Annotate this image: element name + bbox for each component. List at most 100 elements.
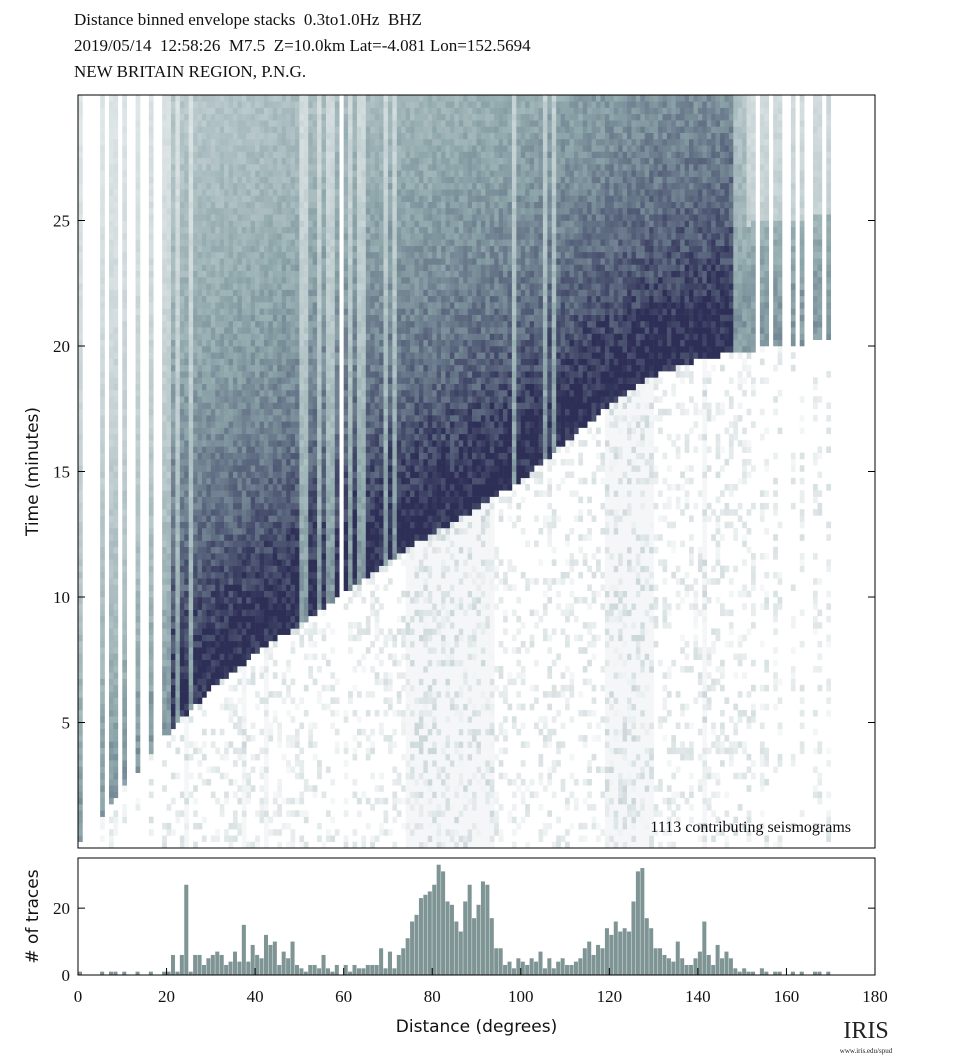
- heatmap-cell: [325, 327, 331, 334]
- heatmap-cell: [170, 182, 176, 190]
- heatmap-cell: [206, 578, 212, 585]
- heatmap-cell: [303, 195, 309, 202]
- heatmap-cell: [162, 264, 167, 271]
- heatmap-cell: [290, 189, 296, 196]
- heatmap-cell: [224, 697, 229, 704]
- heatmap-cell: [215, 421, 220, 428]
- heatmap-cell: [299, 553, 305, 560]
- heatmap-cell: [179, 101, 185, 108]
- heatmap-cell: [122, 120, 128, 127]
- heatmap-cell: [241, 816, 247, 824]
- heatmap-cell: [113, 233, 119, 240]
- heatmap-cell: [352, 735, 358, 742]
- heatmap-cell: [259, 421, 265, 428]
- heatmap-cell: [219, 546, 225, 554]
- heatmap-cell: [188, 220, 194, 228]
- heatmap-cell: [294, 214, 300, 221]
- heatmap-cell: [193, 666, 198, 673]
- heatmap-cell: [108, 615, 114, 623]
- heatmap-cell: [303, 396, 309, 403]
- heatmap-cell: [188, 182, 194, 190]
- heatmap-cell: [219, 534, 225, 541]
- heatmap-cell: [166, 628, 172, 635]
- heatmap-cell: [308, 458, 313, 466]
- heatmap-cell: [135, 584, 141, 592]
- heatmap-cell: [219, 364, 225, 372]
- heatmap-cell: [148, 333, 154, 341]
- heatmap-cell: [232, 458, 238, 466]
- heatmap-cell: [122, 113, 128, 121]
- heatmap-cell: [303, 333, 309, 341]
- heatmap-cell: [259, 666, 265, 673]
- heatmap-cell: [255, 145, 260, 152]
- heatmap-cell: [193, 653, 198, 661]
- heatmap-cell: [290, 565, 296, 573]
- heatmap-cell: [263, 182, 269, 190]
- heatmap-cell: [162, 465, 167, 472]
- heatmap-cell: [184, 189, 189, 196]
- heatmap-cell: [215, 440, 220, 447]
- heatmap-cell: [184, 396, 189, 403]
- heatmap-cell: [224, 239, 229, 246]
- heatmap-cell: [246, 653, 251, 661]
- heatmap-cell: [162, 578, 167, 585]
- heatmap-cell: [325, 352, 331, 359]
- heatmap-cell: [170, 684, 176, 692]
- heatmap-cell: [263, 151, 269, 159]
- heatmap-cell: [210, 327, 216, 334]
- heatmap-cell: [108, 578, 114, 585]
- heatmap-cell: [334, 534, 340, 541]
- heatmap-cell: [255, 289, 260, 297]
- heatmap-cell: [215, 559, 220, 566]
- heatmap-cell: [193, 132, 198, 140]
- heatmap-cell: [232, 747, 238, 755]
- heatmap-cell: [188, 283, 194, 290]
- heatmap-cell: [250, 427, 256, 435]
- heatmap-cell: [210, 565, 216, 573]
- heatmap-cell: [303, 540, 309, 548]
- heatmap-cell: [286, 465, 291, 472]
- heatmap-cell: [193, 622, 198, 629]
- heatmap-cell: [290, 502, 296, 510]
- heatmap-cell: [78, 258, 83, 265]
- heatmap-cell: [321, 590, 327, 598]
- heatmap-cell: [108, 766, 114, 773]
- heatmap-cell: [188, 565, 194, 573]
- heatmap-cell: [219, 421, 225, 428]
- heatmap-cell: [281, 358, 287, 366]
- heatmap-cell: [263, 691, 269, 698]
- heatmap-cell: [334, 145, 340, 152]
- heatmap-cell: [175, 597, 181, 604]
- heatmap-cell: [308, 502, 313, 510]
- heatmap-cell: [122, 722, 128, 730]
- heatmap-cell: [197, 772, 203, 780]
- heatmap-cell: [122, 371, 128, 378]
- heatmap-cell: [197, 189, 203, 196]
- heatmap-cell: [193, 302, 198, 309]
- heatmap-cell: [184, 364, 189, 372]
- heatmap-cell: [100, 546, 105, 554]
- heatmap-cell: [268, 691, 274, 698]
- heatmap-cell: [184, 653, 189, 661]
- heatmap-cell: [201, 95, 207, 102]
- heatmap-cell: [78, 565, 83, 573]
- heatmap-cell: [272, 107, 278, 115]
- heatmap-cell: [299, 220, 305, 228]
- heatmap-cell: [224, 126, 229, 133]
- heatmap-cell: [321, 458, 327, 466]
- heatmap-cell: [237, 509, 243, 516]
- heatmap-cell: [162, 377, 167, 384]
- heatmap-cell: [290, 527, 296, 535]
- heatmap-cell: [312, 233, 318, 240]
- heatmap-cell: [193, 615, 198, 623]
- heatmap-cell: [201, 113, 207, 121]
- heatmap-cell: [334, 747, 340, 755]
- heatmap-cell: [228, 741, 234, 748]
- heatmap-cell: [78, 609, 83, 617]
- heatmap-cell: [135, 151, 141, 159]
- heatmap-cell: [135, 691, 141, 698]
- heatmap-cell: [122, 214, 128, 221]
- heatmap-cell: [330, 101, 336, 108]
- heatmap-cell: [290, 251, 296, 259]
- heatmap-cell: [206, 333, 212, 341]
